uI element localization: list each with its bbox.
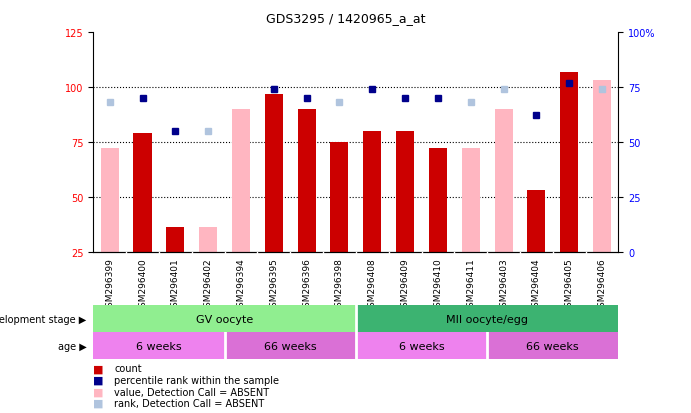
Bar bbox=[133, 134, 151, 252]
Text: GSM296401: GSM296401 bbox=[171, 257, 180, 312]
Text: GSM296405: GSM296405 bbox=[565, 257, 574, 312]
Bar bbox=[356, 306, 618, 332]
Bar bbox=[265, 94, 283, 252]
Text: percentile rank within the sample: percentile rank within the sample bbox=[114, 375, 279, 385]
Bar bbox=[167, 228, 184, 252]
Text: 6 weeks: 6 weeks bbox=[399, 341, 444, 351]
Text: age ▶: age ▶ bbox=[57, 341, 86, 351]
Bar bbox=[462, 149, 480, 252]
Bar bbox=[225, 332, 356, 359]
Text: GDS3295 / 1420965_a_at: GDS3295 / 1420965_a_at bbox=[266, 12, 425, 25]
Bar bbox=[298, 109, 316, 252]
Text: GSM296404: GSM296404 bbox=[532, 257, 541, 312]
Text: rank, Detection Call = ABSENT: rank, Detection Call = ABSENT bbox=[114, 398, 264, 408]
Bar bbox=[356, 332, 487, 359]
Text: GSM296402: GSM296402 bbox=[204, 257, 213, 312]
Text: ■: ■ bbox=[93, 375, 104, 385]
Text: GSM296409: GSM296409 bbox=[401, 257, 410, 312]
Text: count: count bbox=[114, 363, 142, 373]
Text: 66 weeks: 66 weeks bbox=[527, 341, 579, 351]
Text: ■: ■ bbox=[93, 363, 104, 373]
Text: value, Detection Call = ABSENT: value, Detection Call = ABSENT bbox=[114, 387, 269, 396]
Bar bbox=[560, 72, 578, 252]
Text: ■: ■ bbox=[93, 398, 104, 408]
Text: 66 weeks: 66 weeks bbox=[264, 341, 316, 351]
Bar bbox=[93, 332, 225, 359]
Text: GV oocyte: GV oocyte bbox=[196, 314, 253, 324]
Bar bbox=[330, 142, 348, 252]
Bar bbox=[232, 109, 250, 252]
Bar bbox=[396, 131, 414, 252]
Bar bbox=[101, 149, 119, 252]
Text: GSM296403: GSM296403 bbox=[499, 257, 508, 312]
Bar bbox=[93, 306, 356, 332]
Text: GSM296398: GSM296398 bbox=[335, 257, 344, 312]
Bar bbox=[199, 228, 217, 252]
Bar bbox=[593, 81, 611, 252]
Text: GSM296406: GSM296406 bbox=[598, 257, 607, 312]
Text: GSM296395: GSM296395 bbox=[269, 257, 278, 312]
Bar bbox=[495, 109, 513, 252]
Bar bbox=[527, 191, 545, 252]
Bar bbox=[429, 149, 447, 252]
Text: GSM296394: GSM296394 bbox=[236, 257, 245, 312]
Text: MII oocyte/egg: MII oocyte/egg bbox=[446, 314, 528, 324]
Text: GSM296410: GSM296410 bbox=[433, 257, 442, 312]
Text: GSM296411: GSM296411 bbox=[466, 257, 475, 312]
Text: 6 weeks: 6 weeks bbox=[136, 341, 182, 351]
Bar bbox=[363, 131, 381, 252]
Text: GSM296399: GSM296399 bbox=[105, 257, 114, 312]
Text: GSM296408: GSM296408 bbox=[368, 257, 377, 312]
Text: GSM296396: GSM296396 bbox=[302, 257, 311, 312]
Text: development stage ▶: development stage ▶ bbox=[0, 314, 86, 324]
Bar bbox=[487, 332, 618, 359]
Text: GSM296400: GSM296400 bbox=[138, 257, 147, 312]
Text: ■: ■ bbox=[93, 387, 104, 396]
